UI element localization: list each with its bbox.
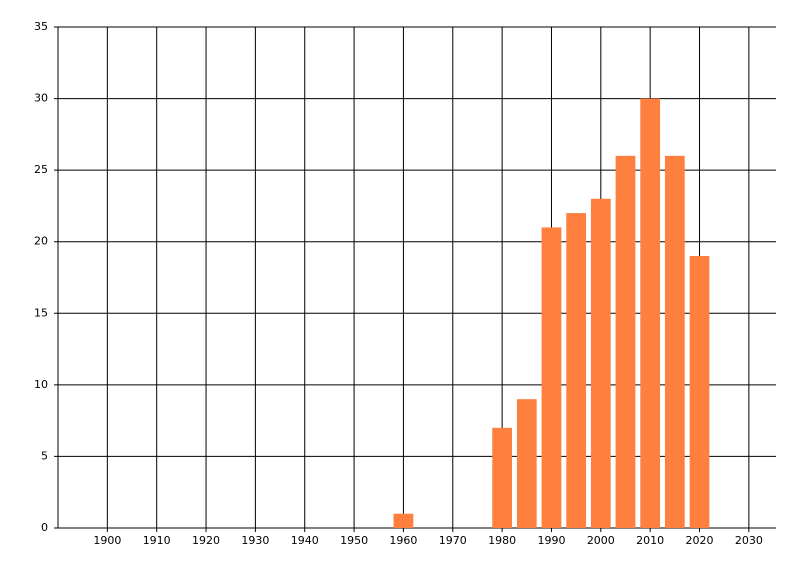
x-tick-label: 2030 <box>735 534 763 547</box>
bar <box>492 427 512 528</box>
y-tick-label: 20 <box>34 235 48 248</box>
x-tick-label: 1910 <box>143 534 171 547</box>
bar <box>640 98 661 529</box>
y-tick-label: 15 <box>34 306 48 319</box>
y-tick-label: 5 <box>41 449 48 462</box>
x-tick-label: 1930 <box>241 534 269 547</box>
x-tick-label: 1960 <box>389 534 417 547</box>
x-tick-label: 1970 <box>439 534 467 547</box>
bar <box>566 213 587 529</box>
x-tick-label: 1900 <box>93 534 121 547</box>
x-tick-label: 1950 <box>340 534 368 547</box>
bar <box>393 513 414 528</box>
x-tick-label: 2020 <box>686 534 714 547</box>
x-tick-label: 2000 <box>587 534 615 547</box>
x-tick-label: 2010 <box>636 534 664 547</box>
bar <box>615 155 636 529</box>
x-tick-label: 1940 <box>291 534 319 547</box>
bar <box>541 227 562 528</box>
y-tick-label: 35 <box>34 20 48 33</box>
y-tick-label: 25 <box>34 163 48 176</box>
bar <box>664 155 685 529</box>
y-tick-label: 0 <box>41 521 48 534</box>
x-tick-label: 1990 <box>537 534 565 547</box>
x-tick-label: 1920 <box>192 534 220 547</box>
bar <box>590 198 611 528</box>
x-tick-label: 1980 <box>488 534 516 547</box>
y-tick-label: 10 <box>34 378 48 391</box>
bar <box>689 256 710 528</box>
y-tick-label: 30 <box>34 92 48 105</box>
bar <box>516 399 537 528</box>
